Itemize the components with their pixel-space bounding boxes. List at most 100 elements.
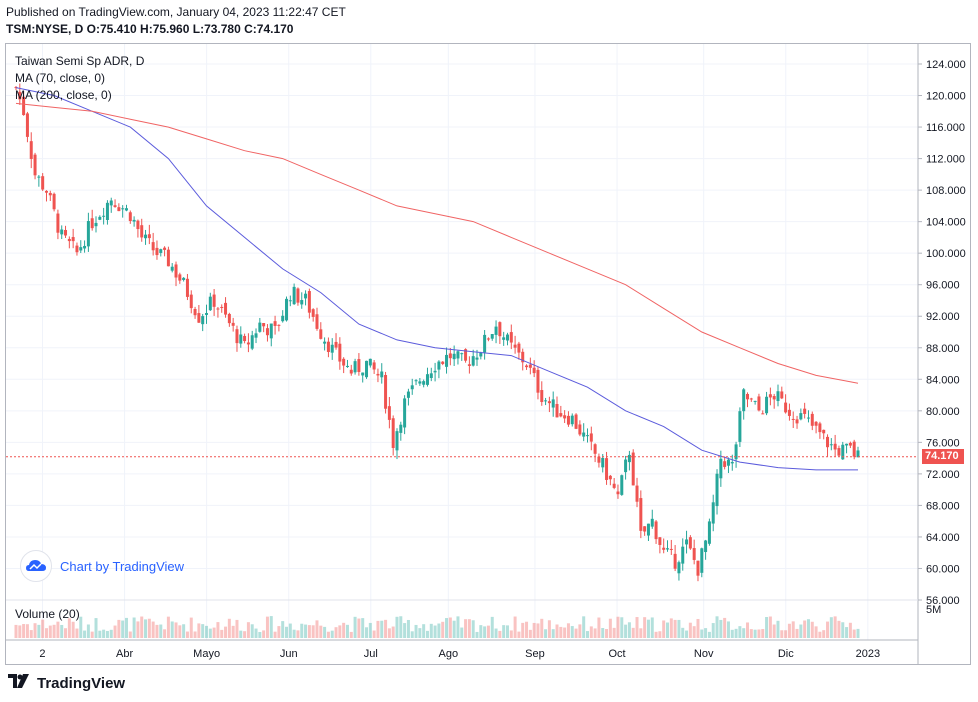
volume-bar <box>681 627 685 638</box>
volume-bar <box>140 616 144 638</box>
candle-body <box>692 548 696 560</box>
volume-bar <box>124 617 128 638</box>
volume-bar <box>258 631 262 638</box>
volume-bar <box>509 630 513 638</box>
volume-bar <box>749 629 753 638</box>
candle-body <box>608 475 612 480</box>
y-tick-label: 108.000 <box>926 185 966 197</box>
candle-body <box>532 367 536 374</box>
footer-logo[interactable]: TradingView <box>8 674 125 692</box>
candle-body <box>806 417 810 419</box>
volume-bar <box>833 616 837 638</box>
candle-body <box>197 313 201 323</box>
candle-body <box>525 365 529 368</box>
candle-body <box>425 374 429 385</box>
volume-bar <box>715 616 719 638</box>
volume-bar <box>128 631 132 638</box>
volume-bar <box>345 624 349 638</box>
volume-bar <box>585 631 589 638</box>
volume-bar <box>254 628 258 638</box>
candle-body <box>109 200 113 206</box>
candle-body <box>460 353 464 355</box>
candle-body <box>239 334 243 344</box>
y-tick-label: 88.000 <box>926 343 960 355</box>
x-tick-label: Mayo <box>193 648 220 660</box>
volume-bar <box>448 617 452 638</box>
volume-bar <box>265 616 269 638</box>
volume-bar <box>208 628 212 638</box>
candle-body <box>155 247 159 256</box>
volume-bar <box>799 624 803 638</box>
last-price-tag: 74.170 <box>922 448 964 464</box>
candle-body <box>105 202 109 221</box>
volume-bar <box>612 627 616 638</box>
volume-bar <box>220 629 224 638</box>
volume-bar <box>136 621 140 638</box>
volume-bar <box>71 621 75 638</box>
volume-bar <box>761 629 765 638</box>
volume-bar <box>56 621 60 638</box>
candle-body <box>517 343 521 353</box>
volume-bar <box>29 630 33 638</box>
volume-bar <box>829 617 833 638</box>
volume-bar <box>418 628 422 638</box>
candle-body <box>704 540 708 553</box>
candle-body <box>547 401 551 404</box>
candle-body <box>761 413 765 415</box>
volume-scale-label: 5M <box>926 604 941 616</box>
candle-body <box>620 475 624 495</box>
candle-body <box>445 354 449 367</box>
volume-bar <box>654 631 658 638</box>
x-tick-label: 2 <box>39 648 45 660</box>
candle-body <box>288 300 292 302</box>
volume-bar <box>845 627 849 638</box>
volume-bar <box>227 618 231 638</box>
volume-bar <box>37 624 41 638</box>
volume-bar <box>90 631 94 638</box>
volume-bar <box>64 628 68 638</box>
candle-body <box>753 400 757 402</box>
volume-bar <box>422 624 426 638</box>
candle-body <box>136 220 140 230</box>
candle-body <box>22 96 26 116</box>
volume-bar <box>277 626 281 638</box>
volume-bar <box>250 624 254 638</box>
candle-body <box>624 459 628 473</box>
candle-body <box>635 485 639 502</box>
candle-body <box>662 547 666 550</box>
volume-bar <box>666 622 670 638</box>
volume-bar <box>593 628 597 638</box>
volume-bar <box>601 628 605 638</box>
volume-bar <box>41 619 45 638</box>
volume-bar <box>441 621 445 638</box>
candle-body <box>464 349 468 361</box>
candle-body <box>281 315 285 322</box>
volume-bar <box>631 627 635 638</box>
volume-bar <box>566 623 570 638</box>
candle-body <box>540 390 544 403</box>
chart-frame[interactable] <box>5 43 971 665</box>
volume-bar <box>414 624 418 638</box>
volume-bar <box>231 625 235 638</box>
volume-bar <box>700 629 704 638</box>
volume-bar <box>83 630 87 638</box>
volume-bar <box>166 616 170 638</box>
volume-bar <box>323 626 327 638</box>
candle-body <box>631 452 635 486</box>
volume-bar <box>627 622 631 638</box>
tradingview-watermark[interactable]: Chart by TradingView <box>20 550 184 582</box>
volume-bar <box>334 627 338 638</box>
volume-bar <box>243 631 247 638</box>
volume-bar <box>551 629 555 638</box>
candle-body <box>799 413 803 420</box>
volume-bar <box>315 620 319 638</box>
legend-volume: Volume (20) <box>15 607 80 621</box>
chart-axes: 124.000 120.000 116.000 112.000 108.000 104.0… <box>6 44 966 664</box>
legend-ma200: MA (200, close, 0) <box>15 88 112 102</box>
volume-bar <box>513 616 517 638</box>
candle-body <box>311 309 315 317</box>
candle-body <box>216 308 220 310</box>
candle-body <box>688 537 692 549</box>
volume-bar <box>837 620 841 638</box>
